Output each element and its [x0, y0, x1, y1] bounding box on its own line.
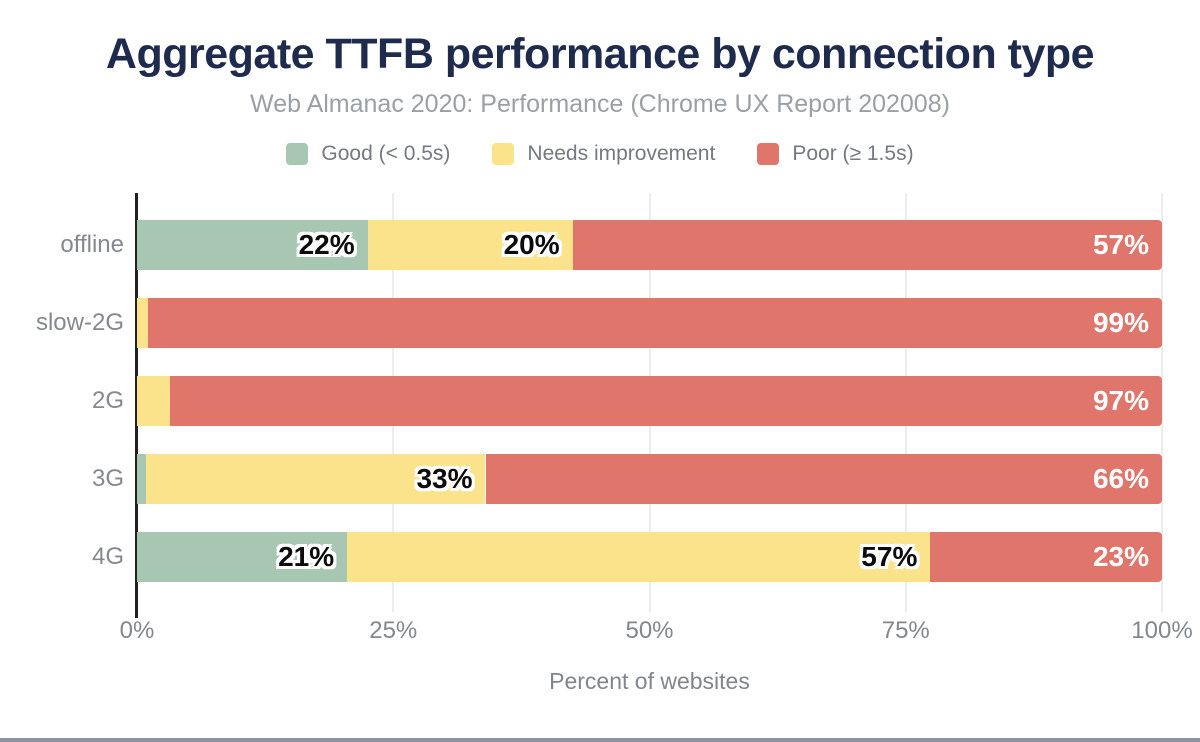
chart-title: Aggregate TTFB performance by connection… — [105, 30, 1095, 78]
category-label-4G: 4G — [91, 543, 124, 570]
x-axis-title: Percent of websites — [549, 668, 750, 694]
bar-segment-offline-1[interactable] — [367, 220, 573, 270]
bar-segment-3G-2[interactable] — [485, 454, 1162, 504]
bar-segment-3G-1[interactable] — [146, 454, 486, 504]
bar-segment-3G-0[interactable] — [137, 454, 147, 504]
segment-value-label-2G-2: 97% — [1092, 385, 1149, 416]
segment-value-label-offline-2: 57% — [1092, 229, 1149, 260]
legend-swatch-icon — [286, 143, 309, 165]
segment-value-label-4G-2: 23% — [1092, 541, 1149, 572]
segment-value-label-offline-0: 22% — [298, 229, 355, 260]
legend-item-0[interactable]: Good (< 0.5s) — [286, 142, 450, 166]
segment-value-label-offline-1: 20% — [503, 229, 560, 260]
legend-item-1[interactable]: Needs improvement — [492, 142, 715, 166]
x-tick-label-100: 100% — [1131, 617, 1193, 644]
bar-segment-2G-1[interactable] — [137, 376, 170, 426]
bar-row-2G: 3%97% — [137, 376, 1162, 426]
legend-label: Needs improvement — [527, 142, 716, 165]
category-label-offline: offline — [60, 231, 124, 258]
bar-row-offline: 22% 20% 57% — [137, 220, 1162, 270]
legend-item-2[interactable]: Poor (≥ 1.5s) — [757, 142, 914, 166]
bar-segment-offline-0[interactable] — [137, 220, 368, 270]
bottom-rule — [0, 738, 1200, 742]
legend-label: Good (< 0.5s) — [321, 142, 451, 165]
bar-segment-2G-2[interactable] — [169, 376, 1162, 426]
segment-value-label-slow-2G-2: 99% — [1092, 307, 1149, 338]
bar-row-slow-2G: 1%99% — [137, 298, 1162, 348]
bar-segment-4G-1[interactable] — [347, 532, 931, 582]
legend-label: Poor (≥ 1.5s) — [792, 142, 914, 165]
category-label-3G: 3G — [91, 465, 124, 492]
category-label-slow-2G: slow-2G — [35, 309, 124, 336]
bar-segment-4G-2[interactable] — [930, 532, 1162, 582]
x-tick-label-25: 25% — [369, 617, 418, 644]
x-tick-label-50: 50% — [625, 617, 674, 644]
gridline-100 — [1161, 193, 1163, 612]
segment-value-label-4G-1: 57% — [861, 541, 918, 572]
bar-row-3G: 1%33%66% — [137, 454, 1162, 504]
bar-segment-slow-2G-2[interactable] — [148, 298, 1162, 348]
x-tick-label-75: 75% — [881, 617, 930, 644]
segment-value-label-3G-2: 66% — [1092, 463, 1149, 494]
legend-swatch-icon — [492, 143, 515, 165]
bar-segment-4G-0[interactable] — [137, 532, 348, 582]
x-tick-label-0: 0% — [119, 617, 155, 644]
bar-segment-offline-2[interactable] — [572, 220, 1162, 270]
segment-value-label-4G-0: 21% — [278, 541, 335, 572]
y-axis-line — [135, 193, 138, 618]
bar-segment-slow-2G-1[interactable] — [137, 298, 149, 348]
legend: Good (< 0.5s) Needs improvement Poor (≥ 1.… — [0, 138, 1200, 170]
segment-value-label-3G-1: 33% — [416, 463, 473, 494]
category-label-2G: 2G — [91, 387, 124, 414]
chart-subtitle: Web Almanac 2020: Performance (Chrome UX… — [250, 90, 950, 118]
bar-row-4G: 21% 57% 23% — [137, 532, 1162, 582]
legend-swatch-icon — [757, 143, 780, 165]
